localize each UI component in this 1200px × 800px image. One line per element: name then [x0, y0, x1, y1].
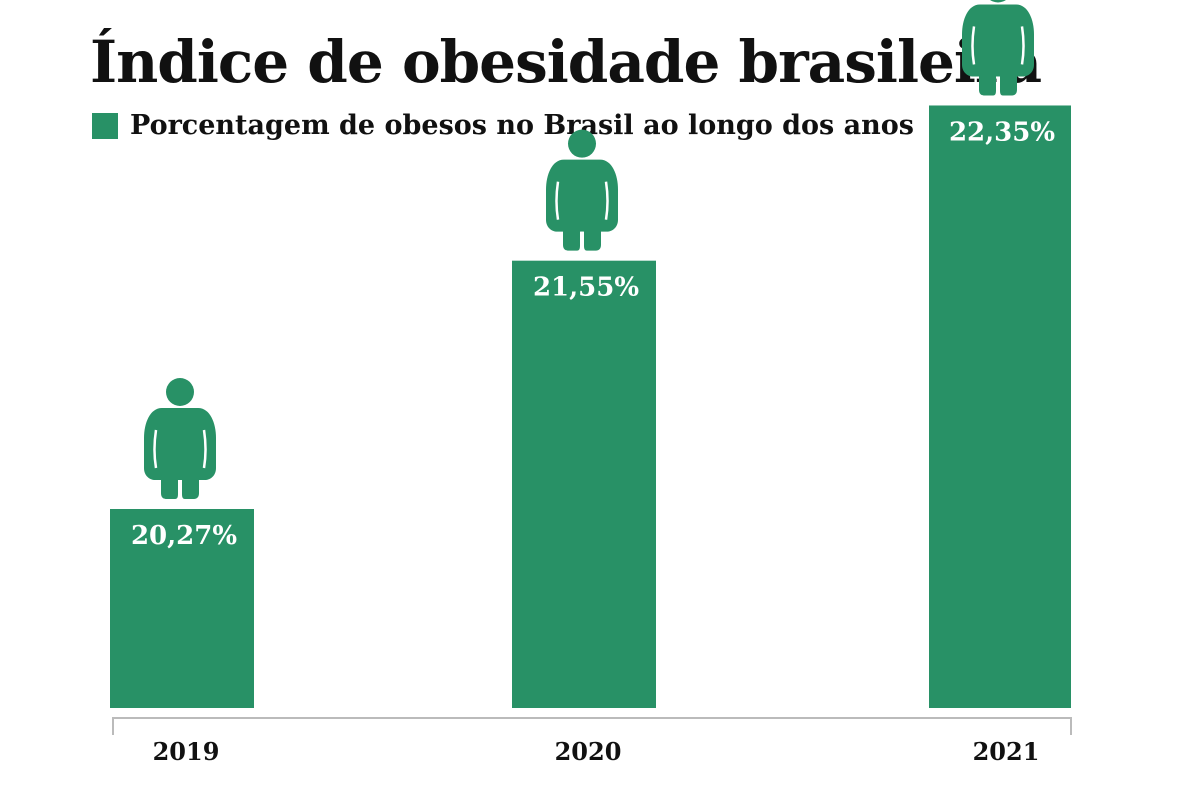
value-label-2020: 21,55%: [533, 273, 639, 303]
x-axis-line: [112, 717, 1072, 735]
bar-2020: [512, 260, 656, 708]
value-label-2019: 20,27%: [131, 521, 237, 551]
bar-2021: [929, 105, 1071, 709]
x-tick-label-2020: 2020: [555, 737, 622, 766]
x-tick-label-2019: 2019: [153, 737, 220, 766]
value-label-2021: 22,35%: [949, 117, 1055, 147]
x-axis: 2019 2020 2021: [112, 717, 1072, 766]
x-tick-label-2021: 2021: [973, 737, 1040, 766]
obese-person-icon: [142, 376, 218, 501]
obese-person-icon: [544, 128, 620, 253]
legend-label: Porcentagem de obesos no Brasil ao longo…: [130, 110, 914, 141]
legend: Porcentagem de obesos no Brasil ao longo…: [92, 110, 914, 141]
bar-2019: [110, 509, 254, 708]
legend-swatch: [92, 112, 118, 139]
chart-title: Índice de obesidade brasileira: [90, 28, 1042, 96]
bars-layer: 20,27% 21,55% 22,35%: [110, 0, 1071, 709]
obese-person-icon: [960, 0, 1036, 97]
